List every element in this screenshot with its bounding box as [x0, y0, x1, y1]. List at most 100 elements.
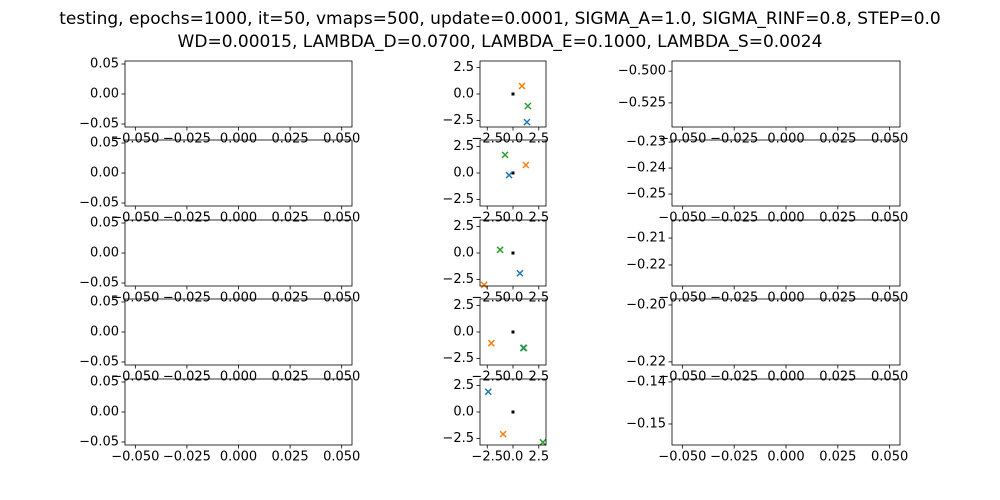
y-tick-label: −0.25 — [626, 187, 666, 202]
x-tick-label: 0.0 — [503, 450, 524, 465]
y-tick-label: 0.00 — [90, 325, 119, 340]
point — [496, 246, 504, 254]
x-tick-label: 0.000 — [220, 211, 257, 226]
point — [499, 430, 507, 438]
point — [511, 171, 515, 175]
point — [511, 410, 515, 414]
x-tick-label: 0.000 — [767, 211, 804, 226]
x-tick-label: 0.000 — [220, 132, 257, 147]
x-tick-label: −2.5 — [471, 450, 503, 465]
y-tick-label: −2.5 — [442, 351, 474, 366]
y-tick-label: 2.5 — [453, 378, 474, 393]
y-tick-label: 0.05 — [90, 295, 119, 310]
x-tick-label: 0.050 — [871, 450, 908, 465]
point — [539, 438, 547, 446]
x-tick-label: 2.5 — [528, 211, 549, 226]
x-tick-label: −0.050 — [111, 450, 159, 465]
point — [522, 161, 530, 169]
y-tick-label: −0.05 — [79, 117, 119, 132]
x-tick-label: −0.025 — [163, 132, 211, 147]
point — [501, 151, 509, 159]
y-tick-label: −0.14 — [626, 374, 666, 389]
x-tick-label: 0.025 — [271, 370, 308, 385]
y-tick-label: −0.22 — [626, 257, 666, 272]
point — [484, 388, 492, 396]
y-tick-label: 0.00 — [90, 166, 119, 181]
x-tick-label: 2.5 — [528, 450, 549, 465]
point — [523, 118, 531, 126]
x-tick-label: 2.5 — [528, 370, 549, 385]
x-tick-label: −0.050 — [658, 370, 706, 385]
x-tick-label: 2.5 — [528, 132, 549, 147]
point — [505, 171, 513, 179]
x-tick-label: 0.000 — [220, 370, 257, 385]
y-tick-label: 0.05 — [90, 216, 119, 231]
y-tick-label: −0.22 — [626, 354, 666, 369]
x-tick-label: 0.025 — [819, 450, 856, 465]
x-tick-label: −0.025 — [163, 370, 211, 385]
x-tick-label: 0.025 — [271, 291, 308, 306]
y-tick-label: −0.525 — [618, 95, 666, 110]
y-tick-label: 2.5 — [453, 219, 474, 234]
x-tick-label: 0.025 — [819, 291, 856, 306]
figure-title: WD=0.00015, LAMBDA_D=0.0700, LAMBDA_E=0.… — [178, 32, 823, 52]
point — [480, 281, 488, 289]
y-tick-label: 0.0 — [453, 166, 474, 181]
figure-title: testing, epochs=1000, it=50, vmaps=500, … — [59, 9, 941, 29]
x-tick-label: 0.000 — [767, 132, 804, 147]
y-tick-label: −0.20 — [626, 297, 666, 312]
x-tick-label: 0.025 — [271, 211, 308, 226]
x-tick-label: −0.025 — [710, 132, 758, 147]
y-tick-label: 0.00 — [90, 87, 119, 102]
x-tick-label: 0.000 — [767, 291, 804, 306]
y-tick-label: 0.0 — [453, 405, 474, 420]
x-tick-label: 0.025 — [819, 132, 856, 147]
x-tick-label: 0.000 — [220, 450, 257, 465]
x-tick-label: 0.0 — [503, 370, 524, 385]
x-tick-label: 0.025 — [271, 132, 308, 147]
x-tick-label: −0.050 — [658, 291, 706, 306]
x-tick-label: −0.025 — [710, 370, 758, 385]
x-tick-label: 0.000 — [767, 450, 804, 465]
y-tick-label: −0.24 — [626, 161, 666, 176]
x-tick-label: −0.025 — [163, 211, 211, 226]
x-tick-label: 0.050 — [871, 132, 908, 147]
point — [511, 330, 515, 334]
y-tick-label: −0.23 — [626, 135, 666, 150]
y-tick-label: 0.05 — [90, 57, 119, 72]
x-tick-label: 0.025 — [271, 450, 308, 465]
x-tick-label: −0.050 — [658, 211, 706, 226]
x-tick-label: −0.025 — [163, 291, 211, 306]
x-tick-label: −0.025 — [710, 450, 758, 465]
y-tick-label: −0.05 — [79, 196, 119, 211]
x-tick-label: 0.050 — [871, 211, 908, 226]
x-tick-label: −2.5 — [471, 291, 503, 306]
x-tick-label: −0.025 — [710, 211, 758, 226]
x-tick-label: −0.025 — [710, 291, 758, 306]
y-tick-label: 0.00 — [90, 405, 119, 420]
x-tick-label: −2.5 — [471, 211, 503, 226]
x-tick-label: 0.050 — [323, 291, 360, 306]
x-tick-label: −0.050 — [111, 211, 159, 226]
y-tick-label: −0.05 — [79, 355, 119, 370]
point — [511, 251, 515, 255]
point — [520, 344, 528, 352]
point — [516, 269, 524, 277]
x-tick-label: 0.050 — [871, 291, 908, 306]
x-tick-label: 0.050 — [323, 450, 360, 465]
x-tick-label: 0.050 — [323, 370, 360, 385]
x-tick-label: 0.025 — [819, 370, 856, 385]
y-tick-label: −0.05 — [79, 276, 119, 291]
x-tick-label: −0.050 — [658, 132, 706, 147]
y-tick-label: 0.0 — [453, 246, 474, 261]
y-tick-label: −2.5 — [442, 272, 474, 287]
y-tick-label: 0.05 — [90, 136, 119, 151]
x-tick-label: 0.0 — [503, 291, 524, 306]
y-tick-label: −2.5 — [442, 113, 474, 128]
y-tick-label: 0.05 — [90, 375, 119, 390]
x-tick-label: −0.050 — [658, 450, 706, 465]
y-tick-label: 0.00 — [90, 246, 119, 261]
x-tick-label: 0.050 — [323, 211, 360, 226]
x-tick-label: 0.000 — [220, 291, 257, 306]
